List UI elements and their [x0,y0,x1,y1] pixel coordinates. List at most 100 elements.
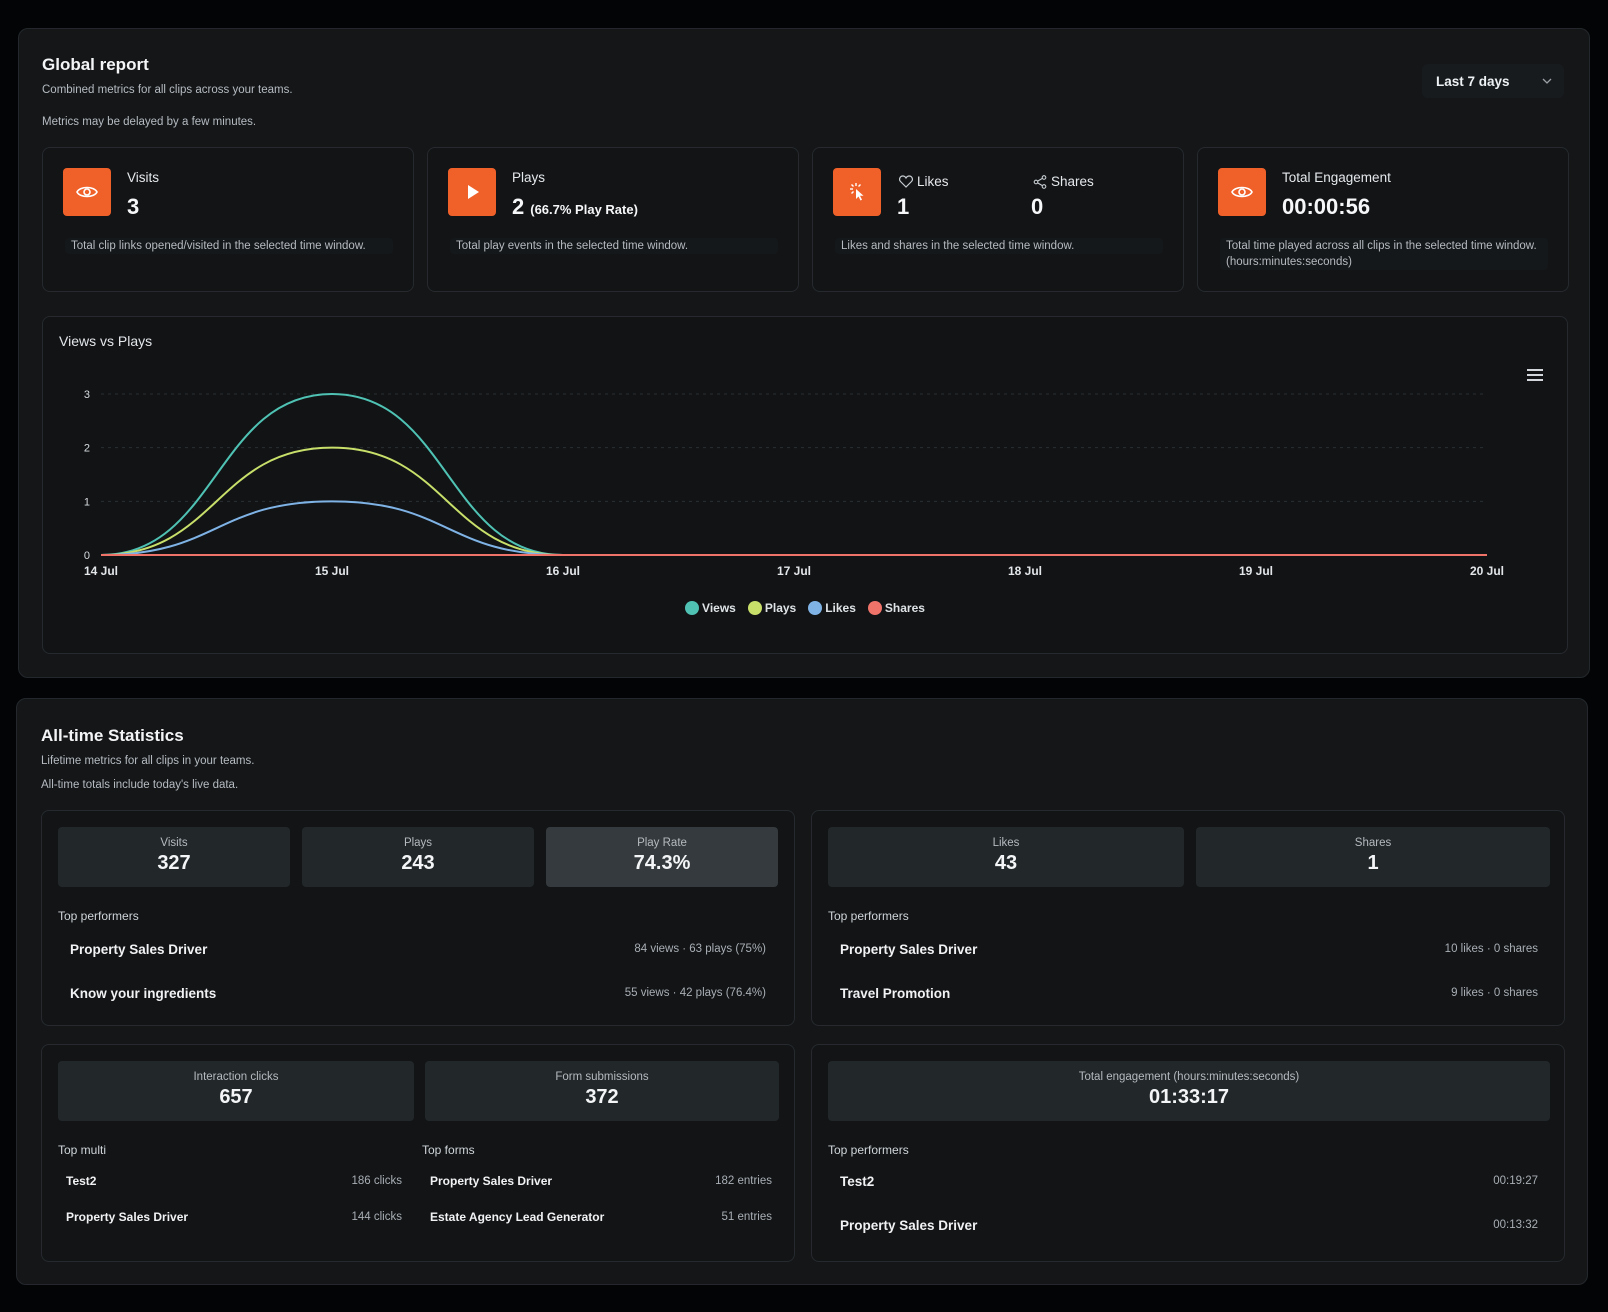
form-submissions-label: Form submissions [555,1071,649,1083]
y-tick-label: 0 [84,550,90,562]
x-tick-label: 15 Jul [315,564,349,578]
list-item[interactable]: Property Sales Driver 84 views · 63 play… [58,929,778,969]
likes-shares-card: Likes 1 Shares 0 Likes and shares in the… [812,147,1184,292]
play-rate-tile-label: Play Rate [637,837,687,849]
performer-meta: 55 views · 42 plays (76.4%) [624,987,766,999]
x-tick-label: 18 Jul [1008,564,1042,578]
legend-swatch [747,601,762,615]
plays-value: 2 (66.7% Play Rate) [512,194,638,220]
top-multi-label: Top multi [58,1143,107,1157]
total-engagement-value: 00:00:56 [1282,194,1371,219]
multi-name: Test2 [66,1174,97,1188]
play-rate-tile: Play Rate 74.3% [546,827,778,887]
chart-legend: Views Plays Likes Shares [43,601,1567,615]
list-item[interactable]: Property Sales Driver 182 entries [418,1161,784,1201]
top-forms-label: Top forms [422,1143,475,1157]
legend-swatch [808,601,823,615]
plays-tile: Plays 243 [302,827,534,887]
interaction-clicks-tile: Interaction clicks 657 [58,1061,414,1121]
likes-value: 1 [897,194,910,219]
plays-card: Plays 2 (66.7% Play Rate) Total play even… [427,147,799,292]
performer-meta: 84 views · 63 plays (75%) [634,943,766,955]
shares-tile: Shares 1 [1196,827,1550,887]
visits-tile-label: Visits [160,837,188,849]
legend-item-plays[interactable]: Plays [747,601,796,615]
visits-label: Visits [127,170,160,185]
global-report-title: Global report [42,55,149,74]
legend-label: Shares [884,601,925,615]
form-submissions-tile: Form submissions 372 [425,1061,779,1121]
likes-shares-description: Likes and shares in the selected time wi… [835,238,1163,254]
views-vs-plays-chart: Views vs Plays 0 1 2 3 14 Jul 15 Jul 16 Jul 17 … [42,316,1568,654]
form-name: Estate Agency Lead Generator [430,1210,605,1224]
eye-icon [63,168,111,216]
all-time-title: All-time Statistics [41,726,184,745]
pointer-click-icon [833,168,881,216]
likes-tile: Likes 43 [828,827,1184,887]
top-performers-label: Top performers [828,909,909,923]
legend-item-likes[interactable]: Likes [808,601,856,615]
performer-meta: 9 likes · 0 shares [1451,987,1538,999]
legend-item-views[interactable]: Views [685,601,736,615]
legend-item-shares[interactable]: Shares [867,601,925,615]
shares-tile-value: 1 [1367,852,1379,874]
form-submissions-value: 372 [585,1086,619,1108]
list-item[interactable]: Estate Agency Lead Generator 51 entries [418,1197,784,1237]
performer-name: Property Sales Driver [70,941,208,957]
chart-menu-icon[interactable] [1527,369,1543,381]
plays-tile-value: 243 [401,852,435,874]
x-tick-label: 17 Jul [777,564,811,578]
total-engagement-label: Total Engagement [1282,170,1391,185]
list-item[interactable]: Property Sales Driver 00:13:32 [828,1205,1550,1245]
time-range-dropdown[interactable]: Last 7 days [1422,64,1564,98]
all-time-subtitle: Lifetime metrics for all clips in your t… [41,755,255,767]
play-rate-tile-value: 74.3% [633,852,691,874]
performer-name: Travel Promotion [840,985,951,1001]
global-report-subtitle: Combined metrics for all clips across yo… [42,84,293,96]
form-meta: 51 entries [721,1211,772,1223]
visits-value: 3 [127,194,140,219]
x-tick-label: 20 Jul [1470,564,1504,578]
total-engagement-tile-value: 01:33:17 [1148,1086,1230,1108]
list-item[interactable]: Travel Promotion 9 likes · 0 shares [828,973,1550,1013]
legend-label: Likes [825,601,856,615]
visits-card: Visits 3 Total clip links opened/visited… [42,147,414,292]
visits-tile: Visits 327 [58,827,290,887]
top-performers-label: Top performers [58,909,139,923]
heart-icon [899,175,913,188]
chart-plot: 0 1 2 3 14 Jul 15 Jul 16 Jul 17 Jul 18 Jul 19 Jul… [84,389,1504,578]
series-line-likes [100,500,1487,556]
global-report-note: Metrics may be delayed by a few minutes. [42,116,257,128]
multi-meta: 186 clicks [351,1175,403,1187]
x-tick-label: 14 Jul [84,564,118,578]
all-time-social-box: Likes 43 Shares 1 Top performers Propert… [811,810,1565,1026]
eye-icon [1218,168,1266,216]
shares-label: Shares [1051,174,1094,189]
total-engagement-tile: Total engagement (hours:minutes:seconds)… [828,1061,1550,1121]
list-item[interactable]: Property Sales Driver 144 clicks [54,1197,414,1237]
x-tick-label: 19 Jul [1239,564,1273,578]
play-icon [448,168,496,216]
total-engagement-card: Total Engagement 00:00:56 Total time pla… [1197,147,1569,292]
all-time-interaction-box: Interaction clicks 657 Form submissions … [41,1044,795,1262]
multi-name: Property Sales Driver [66,1210,189,1224]
list-item[interactable]: Know your ingredients 55 views · 42 play… [58,973,778,1013]
list-item[interactable]: Test2 00:19:27 [828,1161,1550,1201]
likes-tile-label: Likes [992,837,1020,849]
visits-tile-value: 327 [157,852,191,874]
list-item[interactable]: Property Sales Driver 10 likes · 0 share… [828,929,1550,969]
legend-swatch [685,601,700,615]
y-tick-label: 1 [84,496,90,508]
top-performers-label: Top performers [828,1143,909,1157]
total-engagement-description: Total time played across all clips in th… [1220,238,1548,270]
all-time-engagement-box: Total engagement (hours:minutes:seconds)… [811,1044,1565,1262]
time-range-label: Last 7 days [1436,73,1510,89]
likes-tile-value: 43 [994,852,1018,874]
share-icon [1033,175,1047,189]
multi-meta: 144 clicks [351,1211,403,1223]
likes-label: Likes [917,174,949,189]
performer-name: Property Sales Driver [840,941,978,957]
list-item[interactable]: Test2 186 clicks [54,1161,414,1201]
legend-label: Views [702,601,736,615]
form-meta: 182 entries [715,1175,772,1187]
